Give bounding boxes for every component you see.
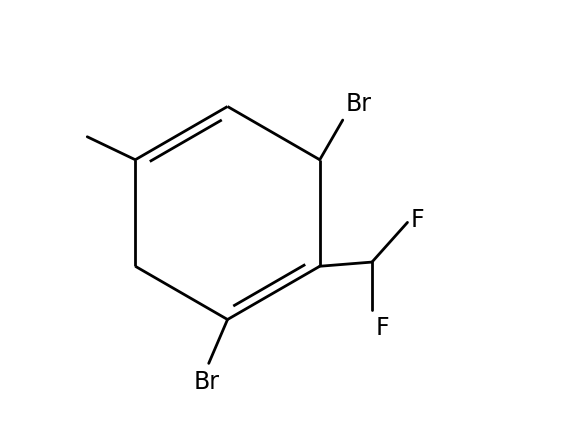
Text: Br: Br	[345, 92, 371, 116]
Text: F: F	[411, 208, 424, 232]
Text: F: F	[375, 317, 389, 340]
Text: Br: Br	[194, 370, 220, 394]
